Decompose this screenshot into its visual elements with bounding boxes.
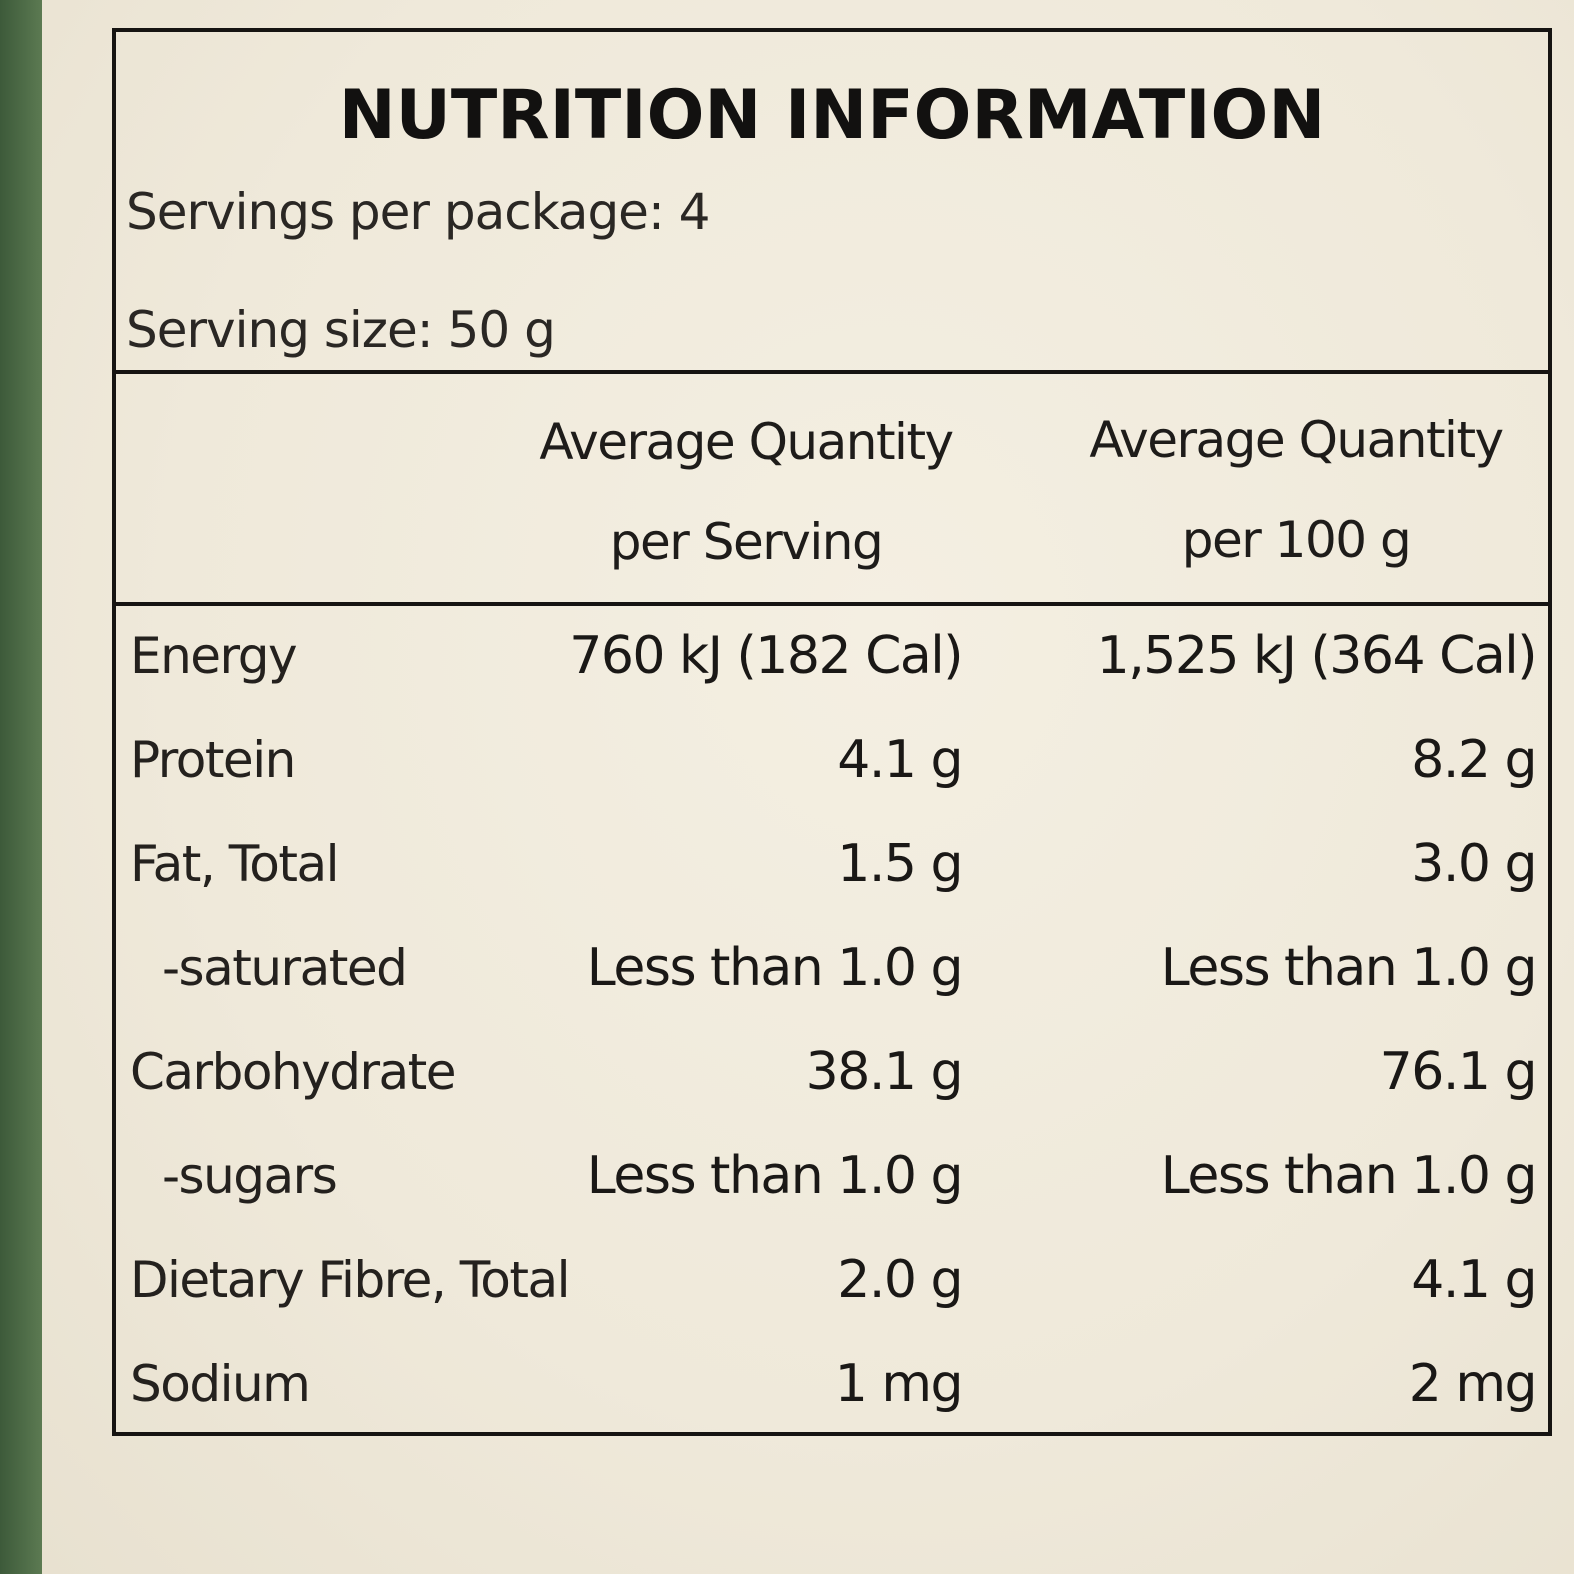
value-per-100g: 1,525 kJ (364 Cal) xyxy=(1096,626,1538,686)
value-per-100g: Less than 1.0 g xyxy=(1160,1146,1538,1206)
table-row: Protein 4.1 g 8.2 g xyxy=(116,712,1548,816)
value-per-100g: 3.0 g xyxy=(1411,834,1537,894)
value-per-serving: 38.1 g xyxy=(805,1042,964,1102)
servings-per-package: Servings per package: 4 xyxy=(126,183,710,241)
panel-title: NUTRITION INFORMATION xyxy=(338,76,1326,155)
nutrient-name: Fat, Total xyxy=(130,835,339,893)
table-row: Carbohydrate 38.1 g 76.1 g xyxy=(116,1024,1548,1128)
divider-table xyxy=(116,602,1548,606)
value-per-serving: 4.1 g xyxy=(837,730,963,790)
nutrition-panel: NUTRITION INFORMATION Servings per packa… xyxy=(112,28,1552,1436)
value-per-100g: 8.2 g xyxy=(1411,730,1537,790)
nutrient-name: Energy xyxy=(130,627,298,685)
column-header-per-serving-line2: per Serving xyxy=(609,513,884,571)
nutrient-name: Carbohydrate xyxy=(130,1043,457,1101)
value-per-serving: Less than 1.0 g xyxy=(586,1146,964,1206)
nutrient-name: -saturated xyxy=(162,939,408,997)
table-row: Sodium 1 mg 2 mg xyxy=(116,1336,1548,1440)
nutrient-name: -sugars xyxy=(162,1147,338,1205)
value-per-serving: 2.0 g xyxy=(837,1250,963,1310)
column-header-per-100g: Average Quantity per 100 g xyxy=(1051,390,1541,590)
table-row: -saturated Less than 1.0 g Less than 1.0… xyxy=(116,920,1548,1024)
nutrient-name: Protein xyxy=(130,731,296,789)
serving-size: Serving size: 50 g xyxy=(126,301,556,359)
value-per-serving: Less than 1.0 g xyxy=(586,938,964,998)
value-per-100g: 2 mg xyxy=(1408,1354,1538,1414)
value-per-serving: 1 mg xyxy=(834,1354,964,1414)
value-per-serving: 1.5 g xyxy=(837,834,963,894)
column-header-per-serving: Average Quantity per Serving xyxy=(506,392,986,592)
table-row: Dietary Fibre, Total 2.0 g 4.1 g xyxy=(116,1232,1548,1336)
column-header-per-100g-line1: Average Quantity xyxy=(1089,411,1504,469)
package-edge-strip xyxy=(0,0,42,1574)
nutrient-name: Sodium xyxy=(130,1355,311,1413)
value-per-100g: 76.1 g xyxy=(1379,1042,1538,1102)
divider-header xyxy=(116,370,1548,374)
column-header-per-serving-line1: Average Quantity xyxy=(539,413,954,471)
table-row: Energy 760 kJ (182 Cal) 1,525 kJ (364 Ca… xyxy=(116,608,1548,712)
column-header-per-100g-line2: per 100 g xyxy=(1181,511,1412,569)
package-surface: NUTRITION INFORMATION Servings per packa… xyxy=(42,0,1574,1574)
table-row: -sugars Less than 1.0 g Less than 1.0 g xyxy=(116,1128,1548,1232)
nutrient-name: Dietary Fibre, Total xyxy=(130,1251,570,1309)
table-row: Fat, Total 1.5 g 3.0 g xyxy=(116,816,1548,920)
value-per-serving: 760 kJ (182 Cal) xyxy=(569,626,963,686)
value-per-100g: 4.1 g xyxy=(1411,1250,1537,1310)
value-per-100g: Less than 1.0 g xyxy=(1160,938,1538,998)
